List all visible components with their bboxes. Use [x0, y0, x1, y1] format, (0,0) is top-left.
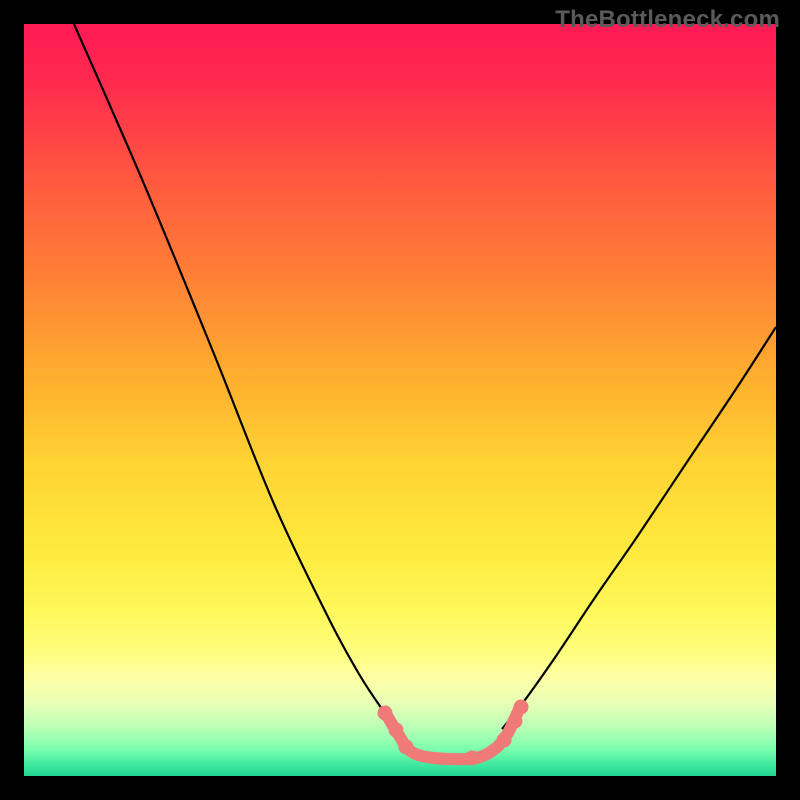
plot-area	[24, 24, 776, 776]
curve-layer	[24, 24, 776, 776]
band-dot	[508, 714, 523, 729]
band-dot	[389, 723, 404, 738]
chart-frame: TheBottleneck.com	[0, 0, 800, 800]
band-dot	[399, 740, 414, 755]
band-dot	[378, 706, 393, 721]
watermark-text: TheBottleneck.com	[555, 6, 780, 34]
band-dot	[497, 733, 512, 748]
band-dot	[514, 700, 529, 715]
curve-left	[74, 24, 398, 729]
curve-right	[502, 327, 776, 729]
band-dot	[465, 751, 480, 766]
